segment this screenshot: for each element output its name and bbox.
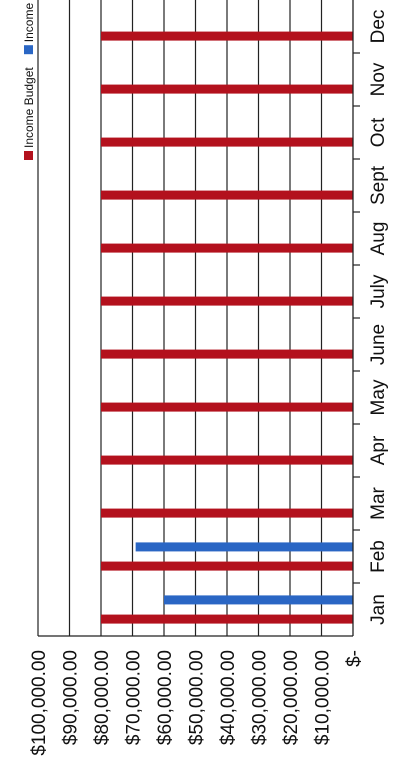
category-tick-label: Nov [368, 62, 389, 96]
bar-income-budget-apr [101, 455, 353, 465]
value-tick-label: $90,000.00 [61, 650, 82, 745]
bar-income-budget-sept [101, 190, 353, 200]
category-tick-label: July [368, 274, 389, 308]
category-tick-labels: Jan Feb Mar Apr May June July Aug Sept Oct Nov Dec [368, 10, 389, 625]
category-tick-label: June [368, 324, 389, 365]
category-tick-label: Aug [368, 222, 389, 256]
bar-income-budget-mar [101, 508, 353, 518]
bars [101, 31, 353, 624]
category-tick-label: Oct [368, 117, 389, 147]
value-tick-label: $60,000.00 [155, 650, 176, 745]
category-tick-label: Dec [368, 10, 389, 44]
category-tick-label: Mar [368, 486, 389, 519]
legend-label: Income [22, 3, 36, 43]
value-tick-label: $100,000.00 [29, 650, 50, 756]
bar-income-budget-jan [101, 614, 353, 624]
value-tick-label: $80,000.00 [92, 650, 113, 745]
legend: Income Budget Income [22, 3, 36, 160]
bar-income-budget-july [101, 296, 353, 306]
legend-label: Income Budget [22, 67, 36, 148]
axes [38, 0, 360, 637]
value-tick-label: $20,000.00 [281, 650, 302, 745]
bar-income-budget-may [101, 402, 353, 412]
category-tick-label: May [368, 379, 389, 415]
bar-income-budget-nov [101, 84, 353, 94]
gridlines [37, 0, 323, 636]
legend-swatch [24, 151, 33, 160]
legend-swatch [24, 45, 33, 55]
value-tick-label: $40,000.00 [218, 650, 239, 745]
value-tick-label: $30,000.00 [250, 650, 271, 745]
category-tick-label: Feb [368, 540, 389, 573]
bar-income-budget-dec [101, 31, 353, 41]
value-tick-labels: $- $10,000.00 $20,000.00 $30,000.00 $40,000.… [29, 650, 365, 756]
bar-income-feb [135, 542, 353, 552]
bar-income-budget-oct [101, 137, 353, 147]
value-tick-label: $70,000.00 [124, 650, 145, 745]
category-tick-label: Sept [368, 165, 389, 205]
value-tick-label: $10,000.00 [313, 650, 334, 745]
bar-income-jan [164, 595, 353, 605]
category-tick-label: Jan [368, 594, 389, 625]
value-tick-label: $50,000.00 [187, 650, 208, 745]
category-tick-label: Apr [368, 435, 389, 465]
value-tick-label: $- [344, 650, 365, 667]
bar-income-budget-feb [101, 561, 353, 571]
bar-income-budget-aug [101, 243, 353, 253]
bar-income-budget-june [101, 349, 353, 359]
